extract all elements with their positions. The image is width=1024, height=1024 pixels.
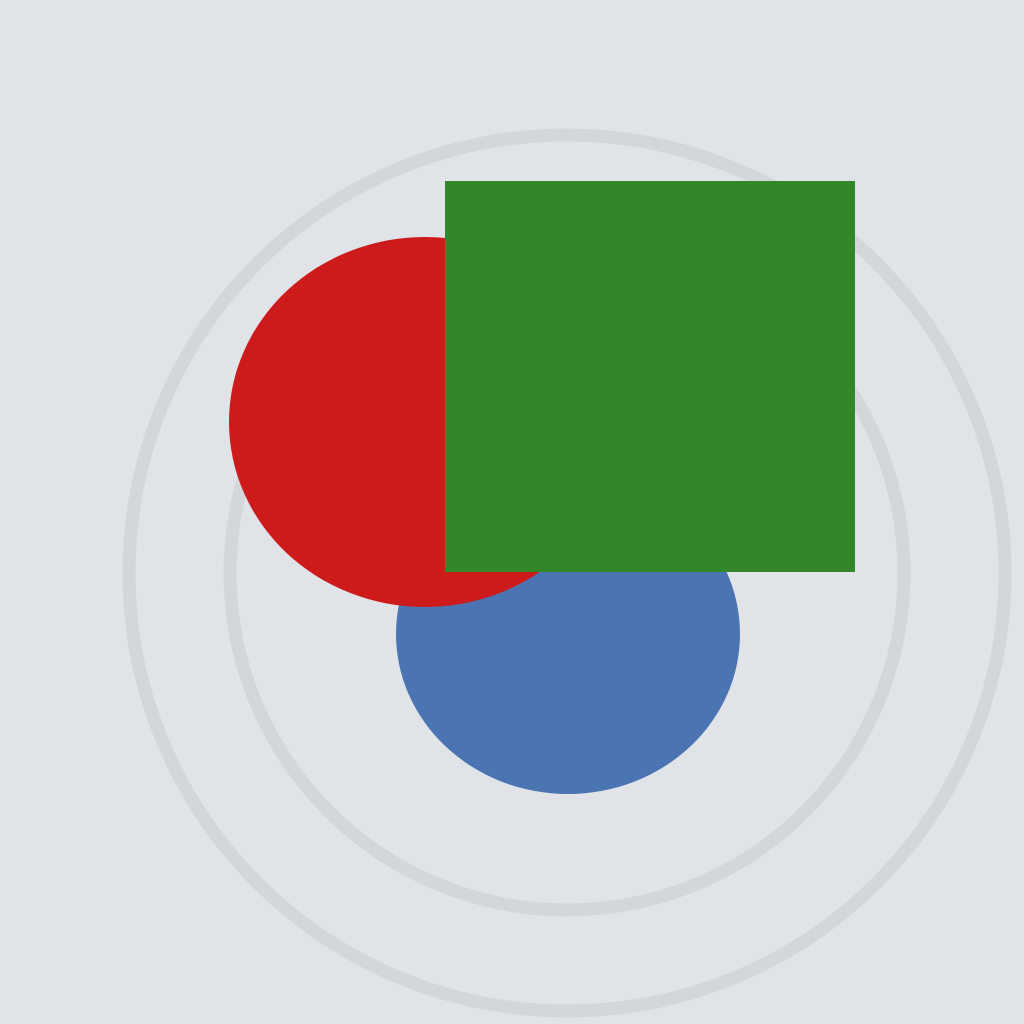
outer-ring [122,128,1012,1018]
green-square [445,181,855,572]
